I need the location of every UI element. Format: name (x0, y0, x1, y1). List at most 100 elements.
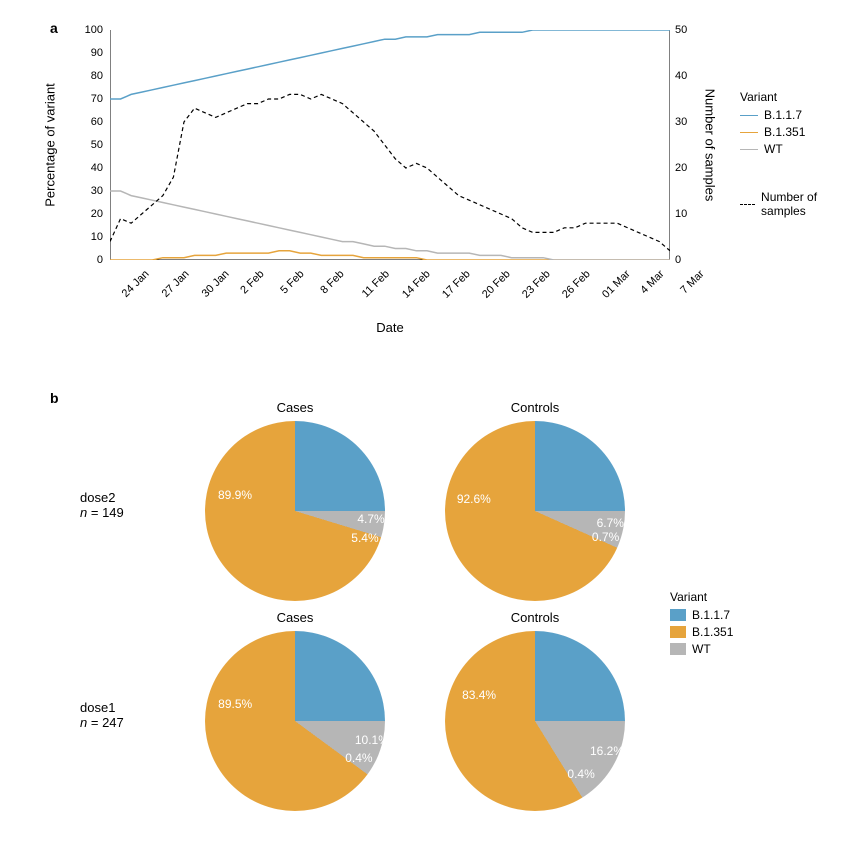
legend-swatch (740, 149, 758, 150)
xtick: 01 Mar (600, 268, 633, 301)
legend-row: B.1.351 (740, 125, 805, 139)
legend-row: WT (740, 142, 805, 156)
pie-title: Cases (180, 610, 410, 625)
xtick: 8 Feb (318, 268, 346, 296)
panel-b-label: b (50, 390, 59, 406)
pie-chart: 83.4% 16.2% 0.4% (445, 631, 625, 811)
legend-variant: Variant B.1.1.7 B.1.351 WT (740, 90, 805, 159)
panel-b: b dose2 n = 149 dose1 n = 247 Cases 89.9%… (20, 390, 848, 830)
legend-text: B.1.1.7 (692, 608, 730, 622)
xtick: 14 Feb (400, 268, 433, 301)
row-label-dose1: dose1 n = 247 (80, 700, 124, 730)
legend-variant-b: Variant B.1.1.7 B.1.351 WT (670, 590, 733, 659)
xtick: 20 Feb (480, 268, 513, 301)
legend-text: B.1.351 (692, 625, 733, 639)
pie-slice-label: 92.6% (457, 492, 491, 506)
pie-title: Cases (180, 400, 410, 415)
pie-chart: 89.5%10.1%0.4% (205, 631, 385, 811)
pie-slice-label: 0.4% (345, 751, 372, 765)
pie-slice-label: 5.4% (351, 531, 378, 545)
pie-cell: Controls 83.4% 16.2% 0.4% (420, 610, 650, 820)
legend-row: B.1.1.7 (670, 608, 733, 622)
legend-swatch (740, 132, 758, 133)
ytick-right: 10 (675, 208, 703, 220)
pie-slice-label: 89.9% (218, 488, 252, 502)
xtick: 17 Feb (440, 268, 473, 301)
pie-cell: Controls 92.6% 6.7%0.7% (420, 400, 650, 610)
legend-text: WT (764, 142, 783, 156)
y-axis-left-label: Percentage of variant (43, 83, 58, 207)
ytick-left: 100 (75, 24, 103, 36)
ytick-left: 90 (75, 47, 103, 59)
pie-chart: 89.9% 4.7% 5.4% (205, 421, 385, 601)
pie-slice-label: 0.4% (567, 767, 594, 781)
ytick-left: 10 (75, 231, 103, 243)
ytick-left: 0 (75, 254, 103, 266)
row-label-n-val: = 149 (91, 505, 124, 520)
ytick-right: 30 (675, 116, 703, 128)
legend-swatch (740, 115, 758, 116)
row-label-n: n (80, 505, 87, 520)
y-axis-right-label: Number of samples (703, 89, 718, 202)
ytick-right: 50 (675, 24, 703, 36)
legend-row: B.1.351 (670, 625, 733, 639)
legend-samples-label: Number of samples (761, 190, 848, 218)
ytick-left: 60 (75, 116, 103, 128)
xtick: 26 Feb (560, 268, 593, 301)
ytick-right: 20 (675, 162, 703, 174)
pie-slice-label: 83.4% (462, 688, 496, 702)
panel-a-label: a (50, 20, 58, 36)
xtick: 27 Jan (160, 268, 192, 300)
pie-slice-label: 89.5% (218, 697, 252, 711)
pie-slice-label: 4.7% (357, 512, 384, 526)
legend-b-title: Variant (670, 590, 733, 604)
legend-swatch (670, 609, 686, 621)
legend-row: B.1.1.7 (740, 108, 805, 122)
pie-cell: Cases 89.9% 4.7% 5.4% (180, 400, 410, 610)
row-label-n-val: = 247 (91, 715, 124, 730)
pie-cell: Cases89.5%10.1%0.4% (180, 610, 410, 820)
pie-slice-label: 16.2% (590, 744, 624, 758)
ytick-left: 30 (75, 185, 103, 197)
pie-chart: 92.6% 6.7%0.7% (445, 421, 625, 601)
legend-swatch (670, 626, 686, 638)
ytick-left: 20 (75, 208, 103, 220)
ytick-right: 0 (675, 254, 703, 266)
row-label-text: dose2 (80, 490, 124, 505)
legend-text: WT (692, 642, 711, 656)
legend-row: WT (670, 642, 733, 656)
panel-a: a Percentage of variant Number of sample… (20, 20, 848, 360)
x-axis-label: Date (376, 320, 403, 335)
xtick: 24 Jan (120, 268, 152, 300)
row-label-text: dose1 (80, 700, 124, 715)
legend-samples: Number of samples (740, 190, 848, 221)
line-chart (110, 30, 670, 260)
ytick-right: 40 (675, 70, 703, 82)
ytick-left: 70 (75, 93, 103, 105)
x-ticks: 24 Jan27 Jan30 Jan2 Feb5 Feb8 Feb11 Feb1… (110, 260, 670, 320)
legend-text: B.1.351 (764, 125, 805, 139)
ytick-left: 50 (75, 139, 103, 151)
xtick: 2 Feb (238, 268, 266, 296)
pie-slice-label: 6.7% (597, 516, 624, 530)
figure: a Percentage of variant Number of sample… (20, 20, 848, 830)
xtick: 5 Feb (278, 268, 306, 296)
xtick: 23 Feb (520, 268, 553, 301)
pie-title: Controls (420, 610, 650, 625)
xtick: 7 Mar (678, 268, 706, 296)
row-label-dose2: dose2 n = 149 (80, 490, 124, 520)
pie-slice-label: 10.1% (355, 733, 389, 747)
pie-title: Controls (420, 400, 650, 415)
pie-grid: Cases89.9%4.7%5.4%Controls92.6%6.7%0.7%C… (180, 400, 650, 820)
legend-text: B.1.1.7 (764, 108, 802, 122)
pie-slice-label: 0.7% (592, 530, 619, 544)
legend-title: Variant (740, 90, 805, 104)
row-label-n: n (80, 715, 87, 730)
legend-swatch (670, 643, 686, 655)
xtick: 4 Mar (638, 268, 666, 296)
xtick: 30 Jan (200, 268, 232, 300)
ytick-left: 80 (75, 70, 103, 82)
xtick: 11 Feb (360, 268, 392, 300)
ytick-left: 40 (75, 162, 103, 174)
dash-swatch (740, 204, 755, 205)
